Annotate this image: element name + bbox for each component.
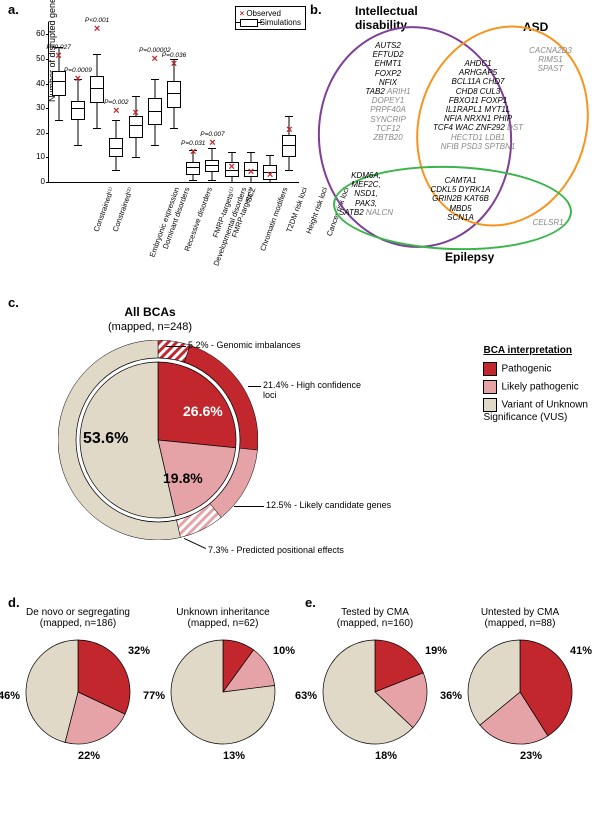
venn-diagram: AUTS2EFTUD2EHMT1FOXP2NFIXTAB2 ARIH1DOPEY… <box>318 26 588 266</box>
pie-label-hcl: 21.4% - High confidenceloci <box>263 380 361 400</box>
small-pie-pct: 32% <box>128 645 150 657</box>
small-pie-pct: 22% <box>78 750 100 762</box>
small-pie-pct: 63% <box>295 690 317 702</box>
small-pie-pct: 36% <box>440 690 462 702</box>
small-pie-title: Untested by CMA(mapped, n=88) <box>455 607 585 629</box>
small-pie-pct: 10% <box>273 645 295 657</box>
genes-id-asd: AHDC1ARHGAP5BCL11A CHD7CHD8 CUL3FBXO11 F… <box>423 59 533 151</box>
panel-d: d. De novo or segregating(mapped, n=186)… <box>8 595 303 815</box>
small-pie-chart <box>168 637 278 747</box>
boxplot-area: Number of disrupted genes 0102030405060×… <box>48 22 299 183</box>
genes-epi-only: CELSR1 <box>523 218 573 227</box>
pie-label-ppe: 7.3% - Predicted positional effects <box>208 545 344 555</box>
small-pie-pct: 46% <box>0 690 20 702</box>
small-pie-pct: 13% <box>223 750 245 762</box>
panel-a: a. ×Observed Simulations Number of disru… <box>8 2 308 262</box>
panel-b-label: b. <box>310 2 322 17</box>
small-pie-chart <box>23 637 133 747</box>
pie-c-title: All BCAs (mapped, n=248) <box>108 305 192 333</box>
small-pie-title: Unknown inheritance(mapped, n=62) <box>158 607 288 629</box>
genes-id-asd-epi: CAMTA1CDKL5 DYRK1AGRIN2B KAT6BMBD5SCN1A <box>403 176 518 222</box>
small-pie-pct: 19% <box>425 645 447 657</box>
small-pie-title: Tested by CMA(mapped, n=160) <box>310 607 440 629</box>
panel-b: b. Intellectualdisability ASD Epilepsy A… <box>310 2 600 272</box>
pct-vus: 53.6% <box>83 430 128 448</box>
small-pie-chart <box>320 637 430 747</box>
small-pie-pct: 18% <box>375 750 397 762</box>
small-pie-pct: 23% <box>520 750 542 762</box>
genes-id-only: AUTS2EFTUD2EHMT1FOXP2NFIXTAB2 ARIH1DOPEY… <box>348 41 428 142</box>
pie-label-imbalances: 5.2% - Genomic imbalances <box>188 340 301 350</box>
panel-e: e. Tested by CMA(mapped, n=160)63%18%19%… <box>305 595 600 815</box>
panel-c-legend: BCA interpretation PathogenicLikely path… <box>483 345 588 427</box>
pct-path: 26.6% <box>183 403 223 419</box>
legend-observed: Observed <box>246 9 281 18</box>
pct-lp: 19.8% <box>163 470 203 486</box>
small-pie-chart <box>465 637 575 747</box>
pie-label-lcg: 12.5% - Likely candidate genes <box>266 500 391 510</box>
small-pie-title: De novo or segregating(mapped, n=186) <box>13 607 143 629</box>
panel-a-label: a. <box>8 2 19 17</box>
legend-c-title: BCA interpretation <box>483 345 588 356</box>
panel-c: c. All BCAs (mapped, n=248) 5.2% - Genom… <box>8 295 598 585</box>
small-pie-pct: 41% <box>570 645 592 657</box>
panel-c-label: c. <box>8 295 19 310</box>
genes-id-epi: KDM6A,MEF2C,NSD1,PAK3,SATB2 NALCN <box>336 171 396 217</box>
small-pie-pct: 77% <box>143 690 165 702</box>
